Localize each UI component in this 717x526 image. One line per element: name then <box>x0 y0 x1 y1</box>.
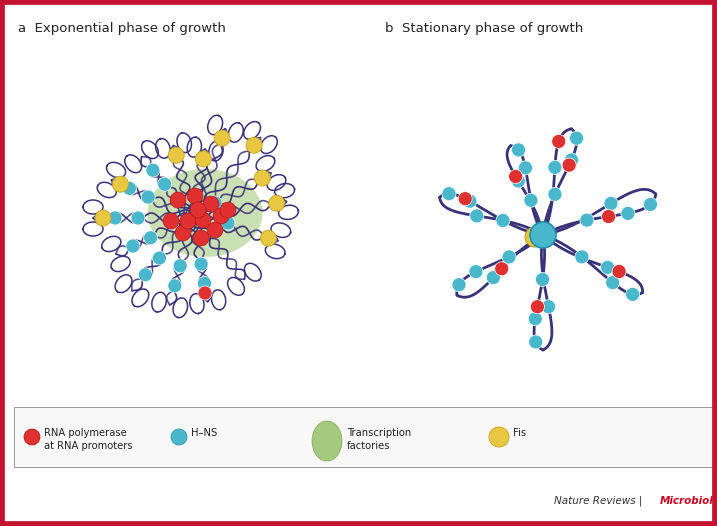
Circle shape <box>138 268 153 282</box>
Circle shape <box>548 187 562 201</box>
Circle shape <box>194 257 208 271</box>
Circle shape <box>458 191 473 206</box>
Circle shape <box>153 251 166 265</box>
Circle shape <box>246 137 262 153</box>
Circle shape <box>612 265 626 278</box>
Circle shape <box>525 227 545 247</box>
Circle shape <box>548 160 562 174</box>
Circle shape <box>469 265 483 279</box>
Circle shape <box>508 169 523 184</box>
Circle shape <box>208 196 222 210</box>
Circle shape <box>141 190 155 204</box>
Ellipse shape <box>148 169 262 257</box>
Circle shape <box>524 194 538 207</box>
Circle shape <box>562 158 576 172</box>
Circle shape <box>196 151 212 167</box>
Text: Transcription
factories: Transcription factories <box>347 428 412 451</box>
Circle shape <box>541 300 556 313</box>
Circle shape <box>518 161 533 175</box>
Circle shape <box>24 429 40 445</box>
Circle shape <box>528 312 542 326</box>
Circle shape <box>95 210 111 226</box>
Circle shape <box>187 188 203 204</box>
Circle shape <box>207 222 223 238</box>
Text: RNA polymerase
at RNA promoters: RNA polymerase at RNA promoters <box>44 428 133 451</box>
Text: b  Stationary phase of growth: b Stationary phase of growth <box>385 22 583 35</box>
Circle shape <box>213 208 229 224</box>
Circle shape <box>575 250 589 264</box>
Text: H–NS: H–NS <box>191 428 217 438</box>
Circle shape <box>502 250 516 264</box>
Circle shape <box>604 196 618 210</box>
Circle shape <box>511 174 526 188</box>
Circle shape <box>171 429 187 445</box>
Circle shape <box>606 276 619 290</box>
Circle shape <box>643 197 657 211</box>
Circle shape <box>470 209 484 223</box>
Circle shape <box>197 276 212 290</box>
Circle shape <box>486 270 500 285</box>
Circle shape <box>126 239 140 253</box>
Circle shape <box>528 335 543 349</box>
Text: Fis: Fis <box>513 428 526 438</box>
Circle shape <box>269 195 285 211</box>
Circle shape <box>489 427 509 447</box>
Circle shape <box>260 230 276 246</box>
Circle shape <box>551 135 566 148</box>
Circle shape <box>536 272 549 287</box>
Bar <box>14 407 714 467</box>
Circle shape <box>163 213 179 229</box>
Ellipse shape <box>312 421 342 461</box>
Circle shape <box>143 231 158 245</box>
Circle shape <box>255 170 270 186</box>
Circle shape <box>569 132 584 145</box>
Circle shape <box>452 278 466 292</box>
Circle shape <box>530 222 556 248</box>
Circle shape <box>158 177 171 191</box>
Circle shape <box>190 202 206 218</box>
Circle shape <box>564 153 579 167</box>
Circle shape <box>495 262 509 276</box>
Circle shape <box>168 279 182 293</box>
Text: Nature Reviews |: Nature Reviews | <box>554 495 645 506</box>
Circle shape <box>113 176 128 192</box>
Circle shape <box>168 147 184 163</box>
Circle shape <box>601 260 614 275</box>
Circle shape <box>221 216 235 230</box>
Text: a  Exponential phase of growth: a Exponential phase of growth <box>18 22 226 35</box>
Circle shape <box>123 181 136 195</box>
Circle shape <box>602 209 616 224</box>
Circle shape <box>214 130 230 146</box>
Circle shape <box>220 202 236 218</box>
Circle shape <box>195 212 211 228</box>
Circle shape <box>580 213 594 227</box>
Circle shape <box>626 287 640 301</box>
Circle shape <box>180 213 196 229</box>
Circle shape <box>174 259 187 273</box>
Circle shape <box>203 196 219 212</box>
Circle shape <box>146 163 160 177</box>
Circle shape <box>108 211 122 225</box>
Circle shape <box>442 187 456 201</box>
Circle shape <box>198 286 212 300</box>
Circle shape <box>175 225 191 241</box>
Circle shape <box>496 214 510 227</box>
Circle shape <box>511 143 526 157</box>
Circle shape <box>463 194 477 208</box>
Circle shape <box>193 230 209 246</box>
Circle shape <box>621 206 635 220</box>
Circle shape <box>531 300 544 313</box>
Text: Microbiology: Microbiology <box>660 496 717 506</box>
Circle shape <box>170 192 186 208</box>
Circle shape <box>131 211 145 225</box>
